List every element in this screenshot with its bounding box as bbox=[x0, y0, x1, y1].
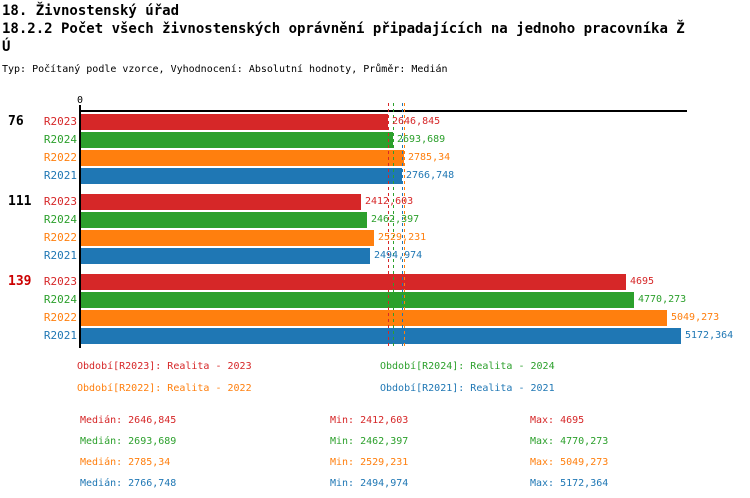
bar-row-label: R2024 bbox=[43, 293, 77, 306]
legend-item-r2024: Období[R2024]: Realita - 2024 bbox=[380, 361, 555, 372]
bar-value-label: 4695 bbox=[630, 276, 655, 287]
bar-row-label: R2022 bbox=[43, 151, 77, 164]
stat-max-r2021: Max: 5172,364 bbox=[530, 478, 609, 489]
bar bbox=[81, 150, 404, 166]
bar-value-label: 2412,603 bbox=[365, 196, 414, 207]
bar-value-label: 2462,397 bbox=[371, 214, 420, 225]
report-title: 18. Živnostenský úřad bbox=[2, 3, 180, 19]
bar bbox=[81, 114, 388, 130]
stat-max-r2024: Max: 4770,273 bbox=[530, 436, 609, 447]
bar-value-label: 2693,689 bbox=[397, 134, 446, 145]
bar-row-label: R2024 bbox=[43, 133, 77, 146]
stat-min-r2024: Min: 2462,397 bbox=[330, 436, 409, 447]
bar bbox=[81, 328, 681, 344]
bar bbox=[81, 248, 370, 264]
report-subtitle-line1: 18.2.2 Počet všech živnostenských oprávn… bbox=[2, 21, 685, 37]
legend-item-r2021: Období[R2021]: Realita - 2021 bbox=[380, 383, 555, 394]
bar-row-label: R2021 bbox=[43, 249, 77, 262]
bar-row-label: R2021 bbox=[43, 169, 77, 182]
bar-value-label: 5049,273 bbox=[671, 312, 720, 323]
x-axis-line bbox=[79, 110, 687, 112]
bar-row-label: R2022 bbox=[43, 231, 77, 244]
bar-row-label: R2023 bbox=[43, 195, 77, 208]
bar bbox=[81, 212, 367, 228]
bar bbox=[81, 310, 667, 326]
bar bbox=[81, 168, 402, 184]
bar bbox=[81, 230, 374, 246]
stat-median-r2021: Medián: 2766,748 bbox=[80, 478, 177, 489]
y-axis-line bbox=[79, 105, 81, 348]
bar-value-label: 2785,34 bbox=[408, 152, 451, 163]
bar bbox=[81, 274, 626, 290]
group-label: 111 bbox=[8, 194, 32, 209]
bar-value-label: 2529,231 bbox=[378, 232, 427, 243]
bar bbox=[81, 194, 361, 210]
bar-value-label: 5172,364 bbox=[685, 330, 734, 341]
stat-min-r2021: Min: 2494,974 bbox=[330, 478, 409, 489]
bar-row-label: R2024 bbox=[43, 213, 77, 226]
report-subtitle-line2: Ú bbox=[2, 39, 11, 55]
stat-max-r2022: Max: 5049,273 bbox=[530, 457, 609, 468]
stat-median-r2023: Medián: 2646,845 bbox=[80, 415, 177, 426]
bar-row-label: R2023 bbox=[43, 275, 77, 288]
stat-median-r2022: Medián: 2785,34 bbox=[80, 457, 171, 468]
bar-value-label: 2494,974 bbox=[374, 250, 423, 261]
median-line-r2024 bbox=[393, 103, 394, 347]
bar-value-label: 4770,273 bbox=[638, 294, 687, 305]
group-label: 139 bbox=[8, 274, 32, 289]
bar-value-label: 2646,845 bbox=[392, 116, 441, 127]
median-line-r2021 bbox=[402, 103, 403, 347]
bar bbox=[81, 132, 393, 148]
bar-row-label: R2023 bbox=[43, 115, 77, 128]
median-line-r2023 bbox=[388, 103, 389, 347]
legend-item-r2022: Období[R2022]: Realita - 2022 bbox=[77, 383, 252, 394]
stat-min-r2023: Min: 2412,603 bbox=[330, 415, 409, 426]
stat-median-r2024: Medián: 2693,689 bbox=[80, 436, 177, 447]
bar-value-label: 2766,748 bbox=[406, 170, 455, 181]
report-meta: Typ: Počítaný podle vzorce, Vyhodnocení:… bbox=[2, 64, 448, 75]
stat-min-r2022: Min: 2529,231 bbox=[330, 457, 409, 468]
group-label: 76 bbox=[8, 114, 24, 129]
legend-item-r2023: Období[R2023]: Realita - 2023 bbox=[77, 361, 252, 372]
bar bbox=[81, 292, 634, 308]
stat-max-r2023: Max: 4695 bbox=[530, 415, 585, 426]
bar-row-label: R2021 bbox=[43, 329, 77, 342]
bar-row-label: R2022 bbox=[43, 311, 77, 324]
median-line-r2022 bbox=[404, 103, 405, 347]
axis-zero-label: 0 bbox=[76, 95, 84, 106]
